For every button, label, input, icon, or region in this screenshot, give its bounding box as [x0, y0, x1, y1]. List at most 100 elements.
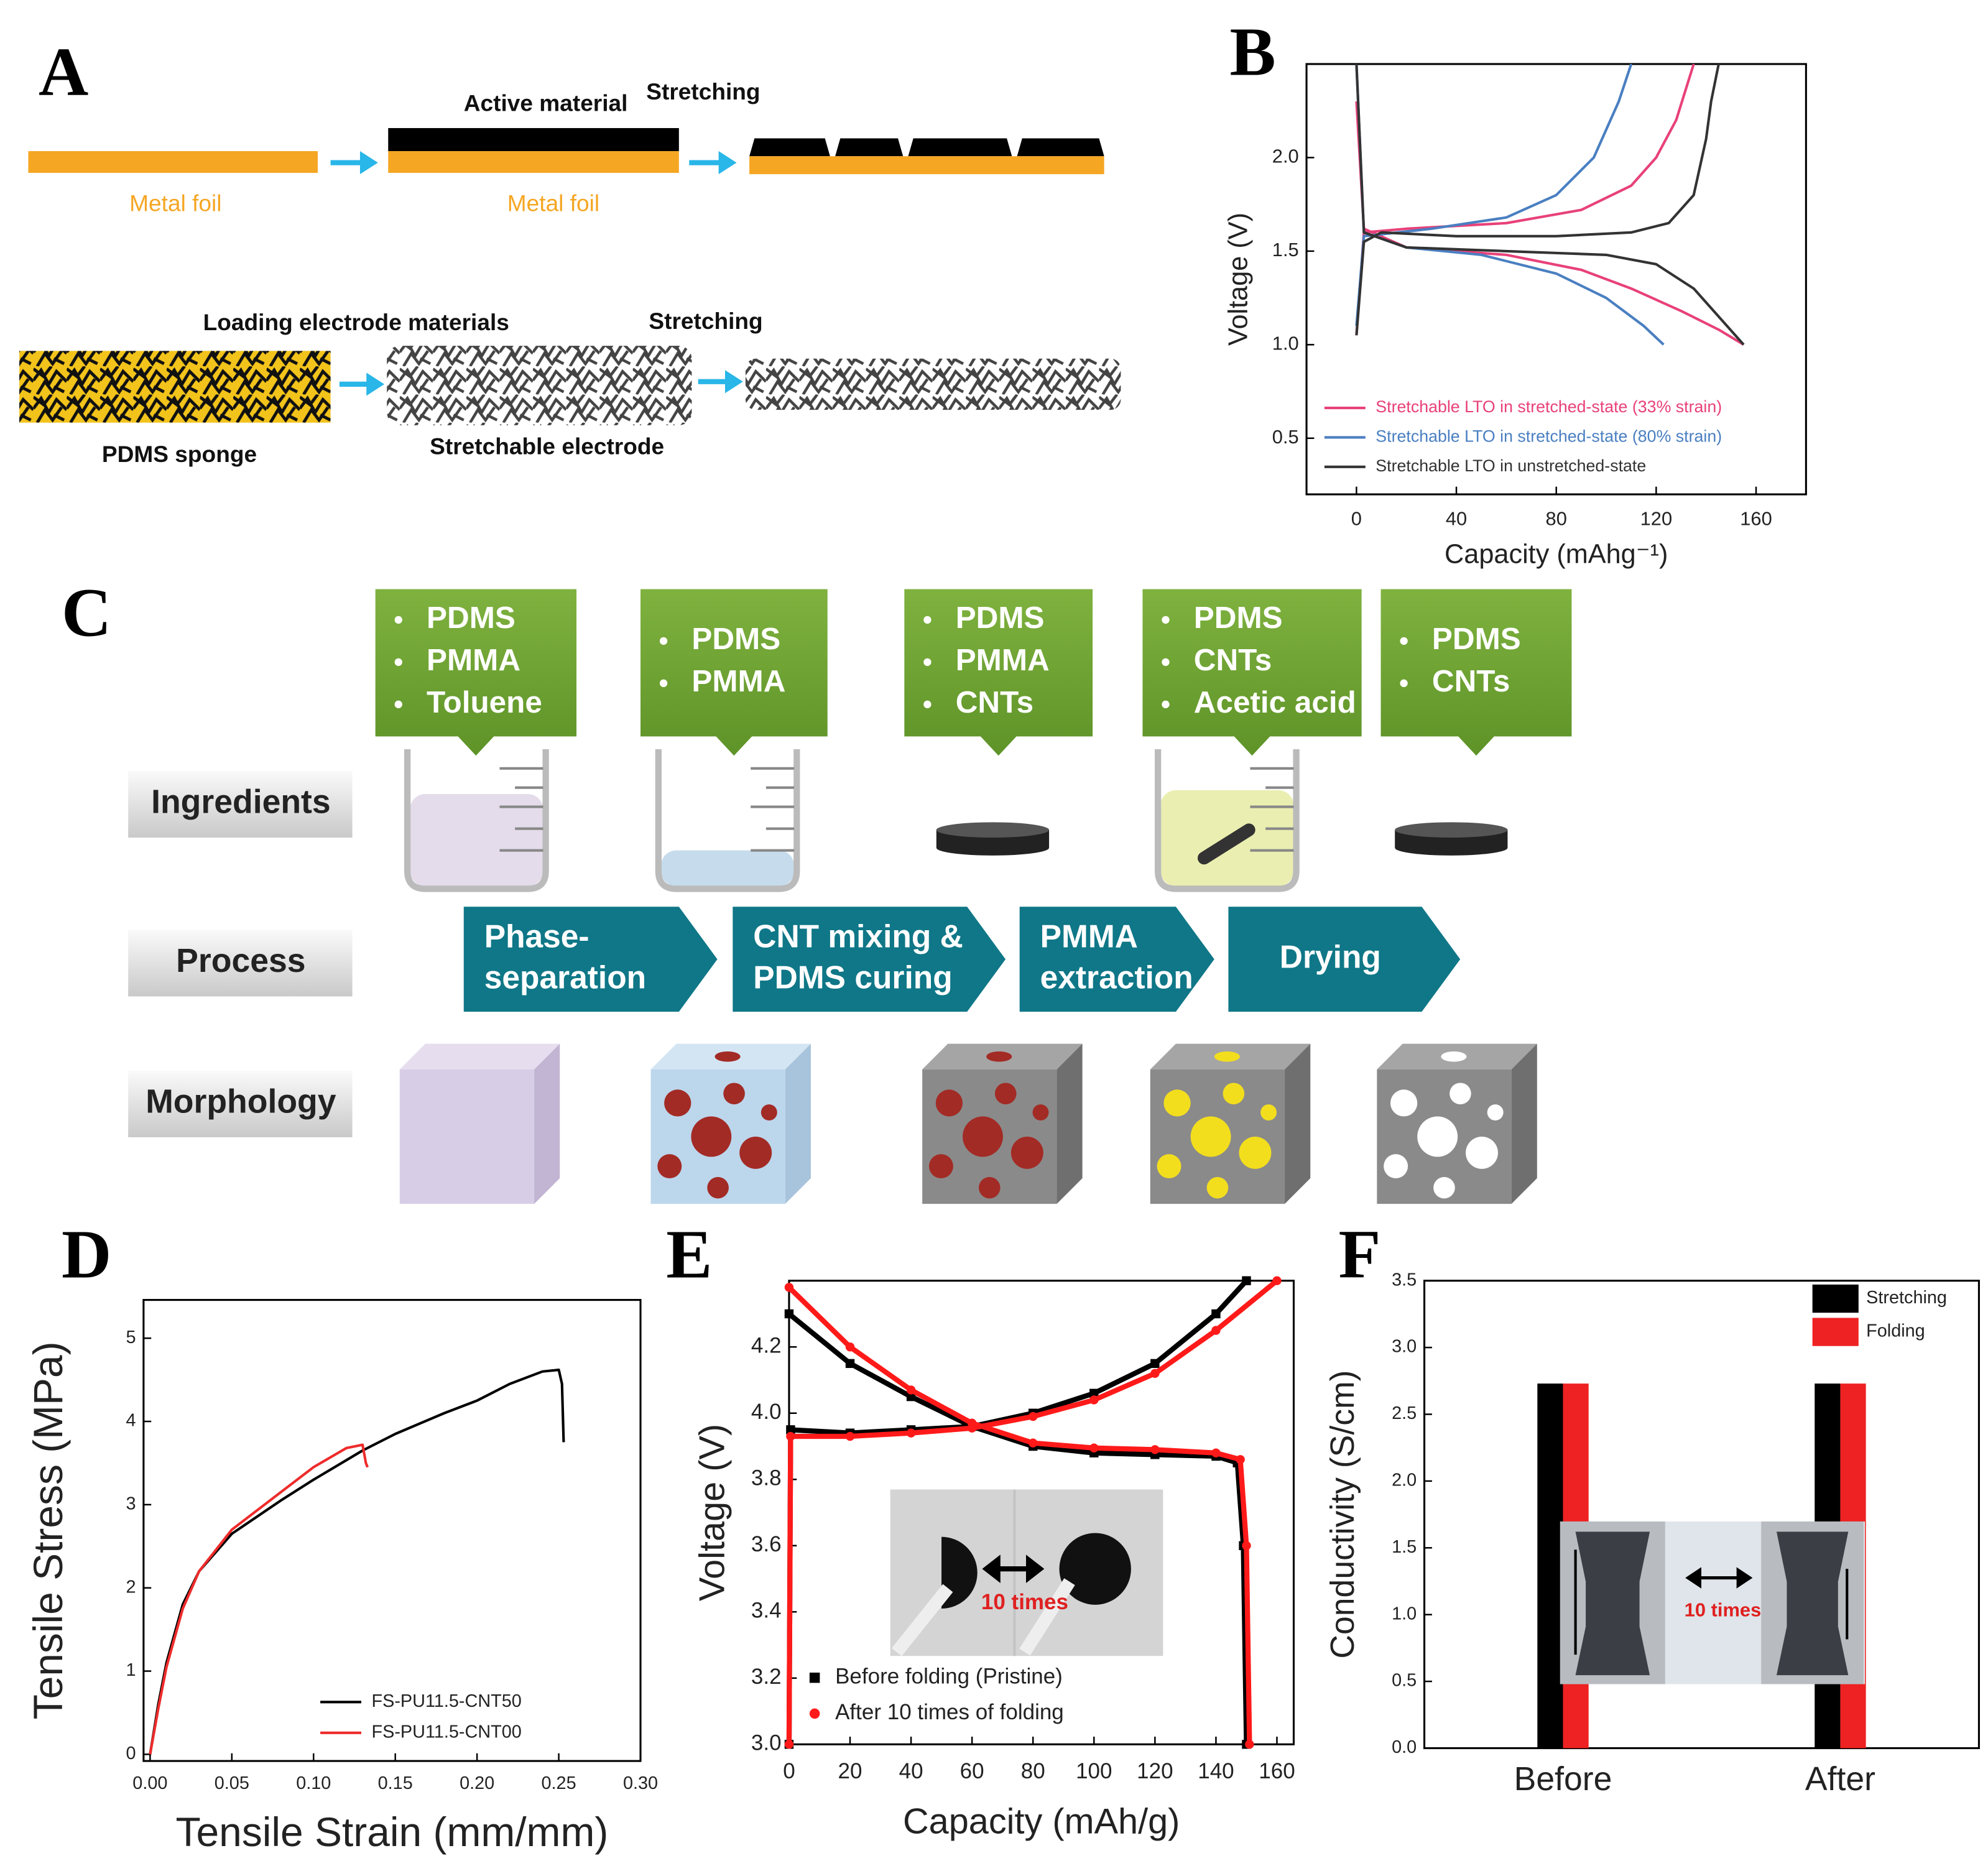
- marker: [1242, 1276, 1251, 1285]
- pore: [1206, 1176, 1229, 1199]
- cube-side: [1511, 1043, 1537, 1204]
- series-line: [1355, 63, 1665, 346]
- ingredient: PDMS: [691, 622, 780, 656]
- active-layer: [388, 127, 679, 152]
- row-label: Morphology: [146, 1084, 336, 1120]
- x-tick-label: 0.10: [296, 1773, 331, 1793]
- pore: [935, 1089, 963, 1117]
- cube-front: [399, 1069, 535, 1204]
- pore: [1390, 1089, 1418, 1117]
- legend-label: After 10 times of folding: [835, 1700, 1064, 1724]
- x-tick-label: 140: [1198, 1759, 1234, 1783]
- y-tick-label: 1.0: [1272, 332, 1299, 354]
- y-tick-label: 1: [126, 1660, 136, 1680]
- marker: [786, 1431, 795, 1441]
- x-axis-title: Capacity (mAh/g): [903, 1801, 1180, 1841]
- y-tick-label: 3.4: [751, 1599, 782, 1623]
- disc-bottom: [936, 840, 1050, 856]
- metal-foil: [749, 156, 1104, 175]
- x-tick-label: 20: [838, 1759, 862, 1783]
- marker: [784, 1740, 794, 1749]
- cube-side: [1056, 1043, 1083, 1204]
- pore: [1190, 1116, 1231, 1157]
- pore: [1433, 1176, 1455, 1199]
- beaker: [1154, 749, 1300, 892]
- cube-side: [1285, 1043, 1311, 1204]
- legend-label: Stretchable LTO in unstretched-state: [1375, 456, 1646, 475]
- panel-letter: B: [1229, 14, 1275, 90]
- bullet: [394, 658, 402, 667]
- legend-label: FS-PU11.5-CNT50: [371, 1691, 521, 1711]
- legend-swatch: [1812, 1284, 1859, 1313]
- disc-top: [1395, 822, 1508, 838]
- pore: [1466, 1136, 1498, 1169]
- inset-label: 10 times: [1685, 1599, 1762, 1620]
- x-tick-label: 40: [899, 1759, 923, 1783]
- x-tick-label: 0.20: [460, 1773, 494, 1793]
- pen: [1019, 1578, 1075, 1656]
- process-arrow: [1228, 907, 1461, 1012]
- marker: [809, 1708, 820, 1719]
- pore: [1260, 1104, 1277, 1121]
- y-tick-label: 0.5: [1392, 1671, 1417, 1691]
- pen: [891, 1584, 953, 1656]
- double-arrow: [982, 1554, 1045, 1583]
- bullet: [923, 700, 932, 709]
- pore: [928, 1154, 953, 1179]
- arrow-head: [366, 372, 385, 396]
- marker: [1245, 1740, 1254, 1749]
- marker: [1242, 1541, 1251, 1550]
- y-tick-label: 0: [126, 1744, 136, 1763]
- pore: [1223, 1083, 1245, 1105]
- marker: [809, 1672, 820, 1683]
- legend-label: Stretching: [1866, 1288, 1947, 1308]
- panel-letter: C: [62, 575, 111, 651]
- bar: [1537, 1383, 1563, 1748]
- y-tick-label: 5: [126, 1328, 136, 1347]
- process-arrow: [733, 907, 1006, 1012]
- marker: [1150, 1369, 1160, 1379]
- marker: [906, 1385, 916, 1395]
- x-tick-label: After: [1805, 1761, 1875, 1798]
- bullet: [1162, 700, 1170, 709]
- row-label: Process: [176, 943, 305, 979]
- ingredient: PMMA: [956, 643, 1050, 677]
- marker: [786, 1425, 795, 1434]
- inset-electrode: [1575, 1531, 1650, 1676]
- ingredient: PDMS: [427, 601, 515, 635]
- pore: [1163, 1089, 1191, 1117]
- marker: [1211, 1326, 1221, 1335]
- y-tick-label: 3.2: [751, 1665, 782, 1689]
- marker: [1029, 1411, 1038, 1421]
- bullet: [659, 679, 668, 688]
- legend-label: Stretchable LTO in stretched-state (33% …: [1375, 397, 1722, 416]
- bullet: [1400, 679, 1408, 688]
- x-tick-label: 80: [1546, 507, 1567, 529]
- metal-foil: [388, 151, 679, 173]
- legend-label: Before folding (Pristine): [835, 1664, 1063, 1688]
- y-tick-label: 2.0: [1392, 1471, 1417, 1490]
- arrow-head: [359, 151, 378, 175]
- ingredient: CNTs: [1194, 643, 1272, 677]
- pore-top: [1441, 1051, 1467, 1062]
- process-step: Drying: [1280, 938, 1381, 974]
- legend-swatch: [1812, 1318, 1859, 1346]
- process-step: separation: [484, 959, 646, 995]
- pore-top: [714, 1051, 741, 1062]
- pore: [1487, 1104, 1504, 1121]
- double-arrow: [1685, 1567, 1753, 1589]
- marker: [845, 1359, 855, 1369]
- pore: [1384, 1154, 1408, 1179]
- cube-side: [785, 1043, 811, 1204]
- x-axis-title: Capacity (mAhg⁻¹): [1445, 539, 1668, 569]
- bullet: [1400, 637, 1408, 645]
- cube-side: [534, 1043, 560, 1204]
- pore: [739, 1136, 772, 1169]
- plot-frame: [1423, 1280, 1980, 1750]
- marker: [1211, 1309, 1221, 1319]
- pore-top: [1214, 1051, 1240, 1062]
- pore: [691, 1116, 732, 1157]
- y-tick-label: 3.6: [751, 1532, 782, 1556]
- active-segment: [1017, 138, 1104, 157]
